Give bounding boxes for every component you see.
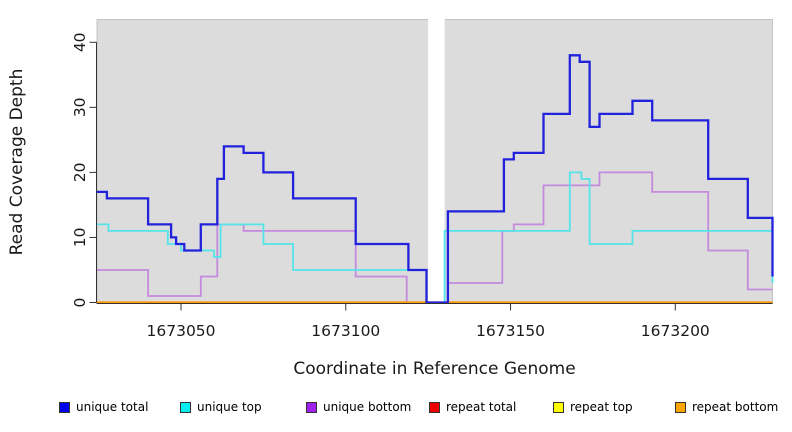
legend-swatch-repeat-bottom bbox=[675, 401, 686, 413]
x-tick-label: 1673150 bbox=[476, 322, 545, 340]
x-axis-title: Coordinate in Reference Genome bbox=[293, 359, 575, 379]
axes-layer: 0 10 20 30 40 1673050 1673100 1673150 1673200 bbox=[71, 32, 773, 340]
legend-label-unique-total: unique total bbox=[76, 400, 149, 414]
legend-swatch-repeat-total bbox=[429, 401, 440, 413]
legend-item-unique-total: unique total bbox=[59, 400, 148, 414]
y-tick-label: 10 bbox=[71, 228, 89, 248]
legend: unique total unique top unique bottom repea… bbox=[0, 398, 792, 422]
plot-panel bbox=[96, 18, 773, 305]
legend-swatch-unique-top bbox=[180, 401, 191, 413]
y-axis-title: Read Coverage Depth bbox=[7, 69, 27, 256]
legend-label-repeat-total: repeat total bbox=[446, 400, 517, 414]
series-layer bbox=[97, 54, 774, 304]
legend-item-repeat-bottom: repeat bottom bbox=[675, 400, 778, 414]
legend-label-repeat-bottom: repeat bottom bbox=[692, 400, 779, 414]
series-line-unique-total bbox=[97, 54, 774, 304]
legend-swatch-unique-bottom bbox=[306, 401, 317, 413]
legend-swatch-unique-total bbox=[59, 401, 70, 413]
y-tick-label: 20 bbox=[71, 163, 89, 183]
y-tick-label: 0 bbox=[71, 298, 89, 308]
legend-label-repeat-top: repeat top bbox=[570, 400, 633, 414]
legend-item-unique-bottom: unique bottom bbox=[306, 400, 411, 414]
legend-item-unique-top: unique top bbox=[180, 400, 262, 414]
series-line-unique-bottom bbox=[97, 171, 773, 304]
y-tick-label: 30 bbox=[71, 97, 89, 117]
y-tick-label: 40 bbox=[71, 32, 89, 52]
coverage-gap-band bbox=[428, 18, 445, 305]
legend-label-unique-bottom: unique bottom bbox=[323, 400, 412, 414]
legend-label-unique-top: unique top bbox=[197, 400, 262, 414]
x-tick-label: 1673100 bbox=[311, 322, 380, 340]
legend-swatch-repeat-top bbox=[553, 401, 564, 413]
legend-item-repeat-top: repeat top bbox=[553, 400, 633, 414]
x-tick-label: 1673200 bbox=[641, 322, 710, 340]
legend-item-repeat-total: repeat total bbox=[429, 400, 516, 414]
x-tick-label: 1673050 bbox=[147, 322, 216, 340]
